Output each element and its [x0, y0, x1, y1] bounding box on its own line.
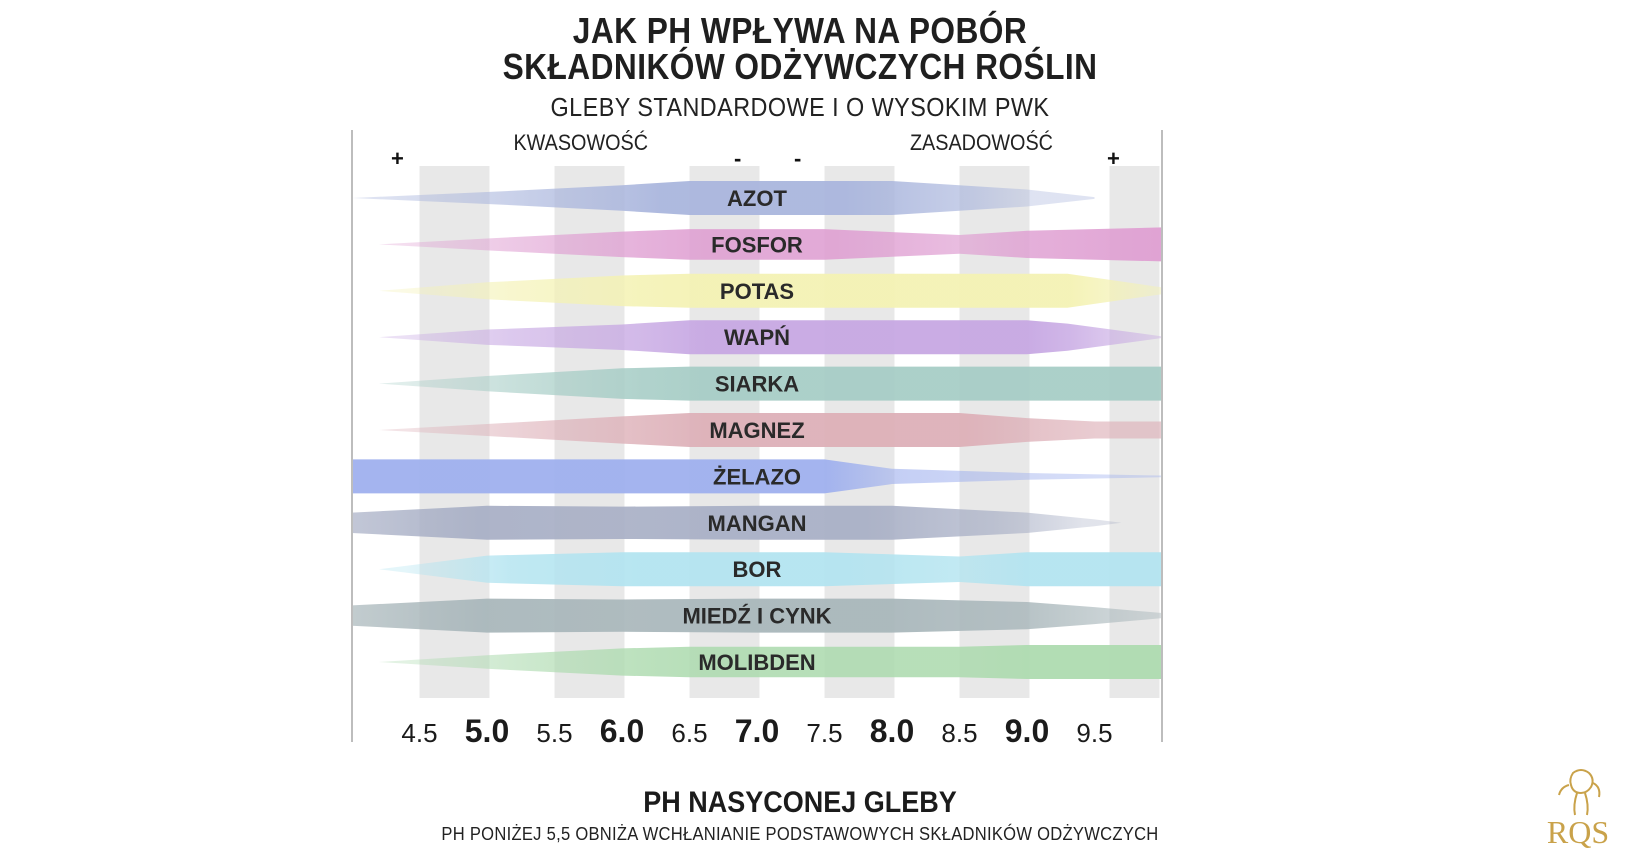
axis-lines: [351, 130, 1163, 742]
acid-plus-sign: +: [391, 146, 404, 171]
nutrient-label: FOSFOR: [711, 232, 803, 257]
nutrient-label: MAGNEZ: [709, 418, 804, 443]
x-tick-label: 9.5: [1076, 718, 1112, 748]
nutrient-label: SIARKA: [715, 372, 799, 397]
x-tick-label: 5.5: [536, 718, 572, 748]
x-tick-label: 4.5: [401, 718, 437, 748]
chart-subtitle: GLEBY STANDARDOWE I O WYSOKIM PWK: [550, 92, 1050, 122]
x-tick-label: 8.0: [870, 713, 914, 749]
acidity-label: KWASOWOŚĆ: [513, 130, 649, 155]
nutrient-label: POTAS: [720, 279, 794, 304]
neutral-minus-sign-left: -: [734, 146, 742, 171]
chart-title-line1: JAK PH WPŁYWA NA POBÓR: [572, 10, 1028, 51]
nutrient-label: MOLIBDEN: [698, 650, 815, 675]
nutrient-band-10: [352, 598, 1162, 633]
nutrient-band-2: [379, 227, 1162, 262]
x-tick-label: 6.5: [671, 718, 707, 748]
nutrient-label: WAPŃ: [724, 325, 790, 350]
nutrient-band-7: [352, 459, 1162, 494]
logo-text: RQS: [1547, 814, 1609, 850]
nutrient-label: MIEDŹ I CYNK: [682, 604, 831, 629]
x-axis-title: PH NASYCONEJ GLEBY: [643, 786, 957, 819]
rqs-logo: RQS: [1547, 769, 1609, 850]
nutrient-band-4: [379, 320, 1162, 355]
nutrient-band-5: [379, 366, 1162, 401]
nutrient-bands: AZOT FOSFOR POTAS WAPŃ SIARKA MAGNEZ ŻELAZO MAN…: [352, 181, 1162, 679]
nutrient-band-1: [352, 181, 1095, 215]
nutrient-band-9: [379, 552, 1162, 587]
x-tick-label: 9.0: [1005, 713, 1049, 749]
nutrient-label: BOR: [733, 557, 782, 582]
x-tick-label: 6.0: [600, 713, 644, 749]
tick-labels: 4.5 5.0 5.5 6.0 6.5 7.0 7.5 8.0 8.5 9.0 9.5: [401, 713, 1112, 749]
nutrient-label: MANGAN: [708, 511, 807, 536]
x-tick-label: 7.5: [806, 718, 842, 748]
neutral-minus-sign-right: -: [794, 146, 802, 171]
x-tick-label: 7.0: [735, 713, 779, 749]
x-tick-label: 8.5: [941, 718, 977, 748]
nutrient-band-11: [379, 645, 1162, 679]
nutrient-band-3: [379, 273, 1162, 308]
nutrient-label: AZOT: [727, 186, 787, 211]
nutrient-band-8: [352, 505, 1122, 540]
alkalinity-label: ZASADOWOŚĆ: [909, 130, 1053, 155]
nutrient-band-6: [379, 413, 1162, 447]
x-tick-label: 5.0: [465, 713, 509, 749]
chart-title-line2: SKŁADNIKÓW ODŻYWCZYCH ROŚLIN: [502, 46, 1098, 87]
nutrient-label: ŻELAZO: [713, 464, 801, 489]
lion-crest-icon: [1558, 769, 1601, 816]
alkaline-plus-sign: +: [1107, 146, 1120, 171]
footnote: PH PONIŻEJ 5,5 OBNIŻA WCHŁANIANIE PODSTA…: [441, 824, 1159, 844]
